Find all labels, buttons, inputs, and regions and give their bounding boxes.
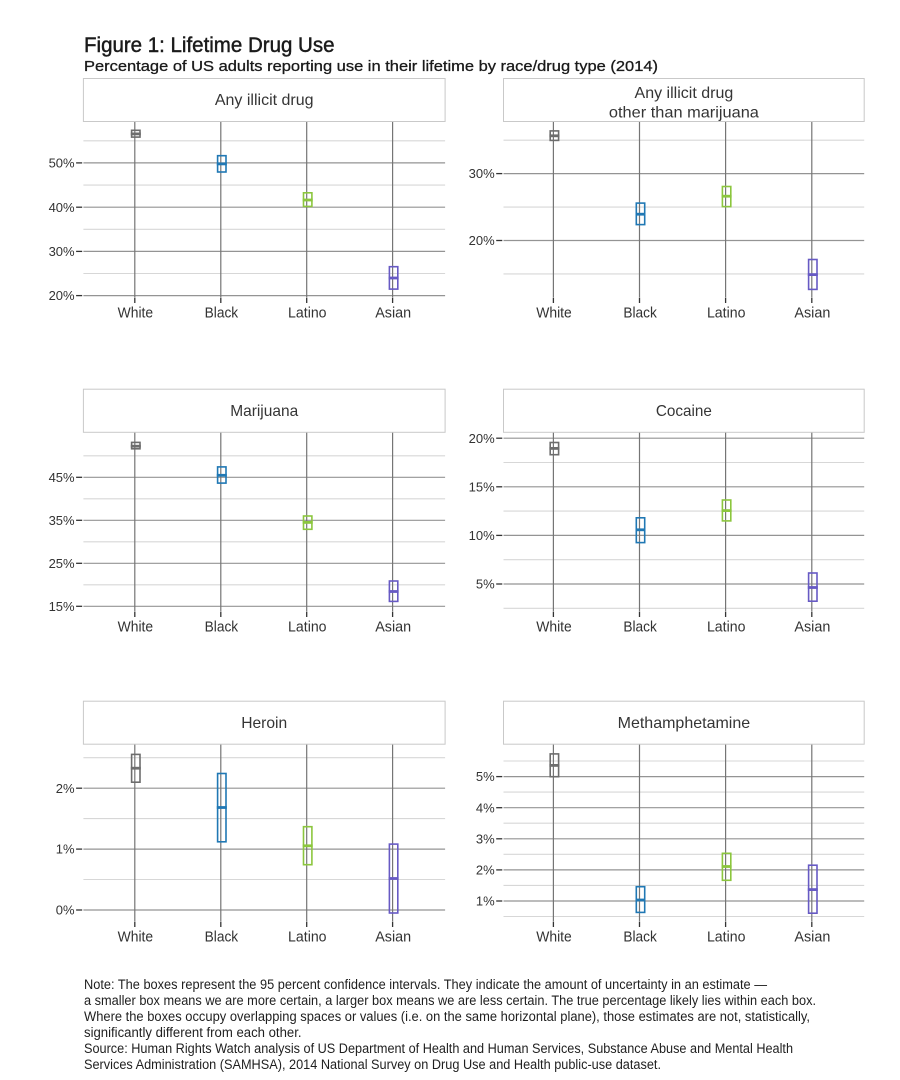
svg-text:Latino: Latino xyxy=(288,304,327,321)
svg-text:Cocaine: Cocaine xyxy=(656,403,712,420)
svg-text:15%: 15% xyxy=(49,599,75,614)
svg-text:Marijuana: Marijuana xyxy=(230,403,298,420)
svg-text:Black: Black xyxy=(623,304,657,321)
svg-text:25%: 25% xyxy=(49,556,75,571)
svg-text:White: White xyxy=(536,618,572,635)
svg-text:Methamphetamine: Methamphetamine xyxy=(618,715,751,732)
svg-text:Black: Black xyxy=(623,928,657,945)
svg-text:Black: Black xyxy=(205,928,239,945)
svg-text:White: White xyxy=(536,928,572,945)
svg-text:2%: 2% xyxy=(56,781,75,796)
svg-text:Any illicit drug: Any illicit drug xyxy=(215,92,314,109)
svg-text:Heroin: Heroin xyxy=(241,715,287,732)
svg-text:Source: Human Rights Watch ana: Source: Human Rights Watch analysis of U… xyxy=(84,1041,793,1056)
svg-text:Any illicit drug: Any illicit drug xyxy=(635,85,734,102)
svg-text:other than marijuana: other than marijuana xyxy=(609,104,759,121)
svg-text:Asian: Asian xyxy=(375,304,411,321)
svg-text:Asian: Asian xyxy=(375,928,411,945)
svg-text:significantly different from e: significantly different from each other. xyxy=(84,1025,302,1040)
svg-text:0%: 0% xyxy=(56,903,75,918)
svg-text:45%: 45% xyxy=(49,470,75,485)
svg-text:Latino: Latino xyxy=(707,304,746,321)
svg-text:Asian: Asian xyxy=(794,304,830,321)
svg-text:50%: 50% xyxy=(49,156,75,171)
svg-text:White: White xyxy=(118,304,154,321)
svg-text:Latino: Latino xyxy=(288,928,327,945)
svg-text:Black: Black xyxy=(205,304,239,321)
svg-text:Asian: Asian xyxy=(794,928,830,945)
svg-text:Black: Black xyxy=(205,618,239,635)
svg-text:Where the boxes occupy overlap: Where the boxes occupy overlapping space… xyxy=(84,1009,810,1024)
svg-text:20%: 20% xyxy=(469,431,495,446)
svg-text:a smaller box means we are mor: a smaller box means we are more certain,… xyxy=(84,993,816,1008)
svg-text:White: White xyxy=(118,618,154,635)
svg-text:White: White xyxy=(536,304,572,321)
svg-text:1%: 1% xyxy=(476,894,495,909)
svg-text:30%: 30% xyxy=(469,166,495,181)
svg-text:30%: 30% xyxy=(49,244,75,259)
svg-text:Latino: Latino xyxy=(707,928,746,945)
svg-text:Services Administration (SAMHS: Services Administration (SAMHSA), 2014 N… xyxy=(84,1057,661,1072)
svg-text:35%: 35% xyxy=(49,513,75,528)
svg-text:15%: 15% xyxy=(469,479,495,494)
svg-text:40%: 40% xyxy=(49,200,75,215)
svg-text:Note: The boxes represent the: Note: The boxes represent the 95 percent… xyxy=(84,977,767,992)
svg-text:Latino: Latino xyxy=(288,618,327,635)
svg-text:Asian: Asian xyxy=(794,618,830,635)
svg-text:Black: Black xyxy=(623,618,657,635)
svg-text:2%: 2% xyxy=(476,863,495,878)
svg-text:4%: 4% xyxy=(476,800,495,815)
svg-text:5%: 5% xyxy=(476,769,495,784)
svg-text:10%: 10% xyxy=(469,528,495,543)
svg-text:Percentage of US adults report: Percentage of US adults reporting use in… xyxy=(84,58,658,75)
svg-text:20%: 20% xyxy=(49,288,75,303)
svg-text:3%: 3% xyxy=(476,831,495,846)
svg-text:5%: 5% xyxy=(476,577,495,592)
svg-text:White: White xyxy=(118,928,154,945)
svg-text:20%: 20% xyxy=(469,233,495,248)
svg-text:Latino: Latino xyxy=(707,618,746,635)
svg-text:1%: 1% xyxy=(56,842,75,857)
svg-text:Figure 1: Lifetime Drug Use: Figure 1: Lifetime Drug Use xyxy=(84,34,335,57)
svg-text:Asian: Asian xyxy=(375,618,411,635)
